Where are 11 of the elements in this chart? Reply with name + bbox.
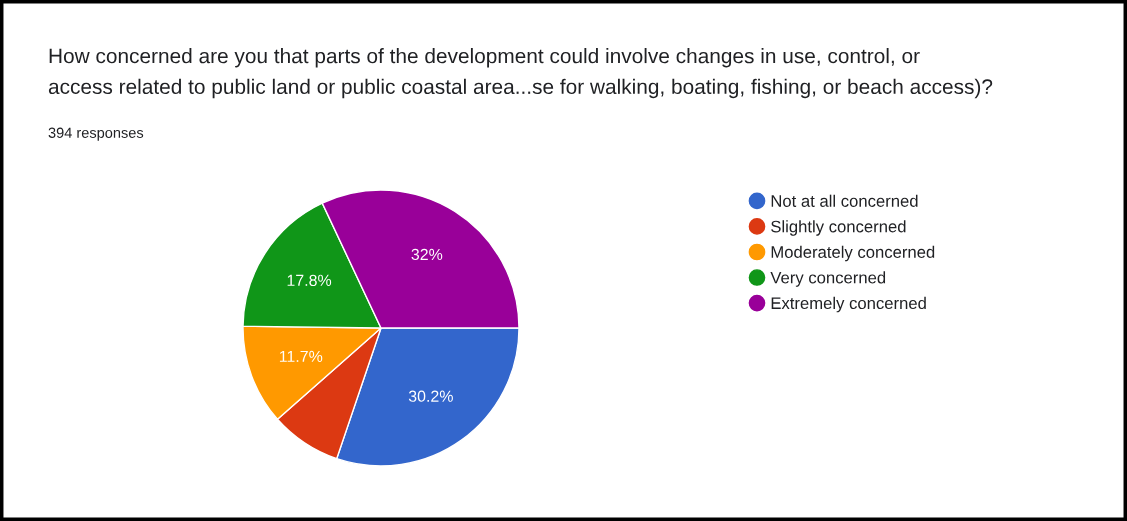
legend-label: Extremely concerned [771, 296, 926, 313]
chart-title: How concerned are you that parts of the development could involve changes in use, control, or access related to public land or public coastal area...se for walking, boating, fishing, or beach access)? [48, 48, 993, 99]
legend-label: Slightly concerned [771, 220, 906, 236]
data-label: 17.8% [287, 274, 332, 286]
legend-label: Very concerned [770, 271, 886, 287]
data-label: 11.7% [279, 350, 323, 362]
data-label: 32% [411, 248, 443, 261]
legend-label: Moderately concerned [771, 245, 935, 262]
data-label: 30.2% [408, 390, 453, 402]
text: 394 responses [48, 127, 144, 141]
legend-label: Not at all concerned [771, 194, 918, 207]
